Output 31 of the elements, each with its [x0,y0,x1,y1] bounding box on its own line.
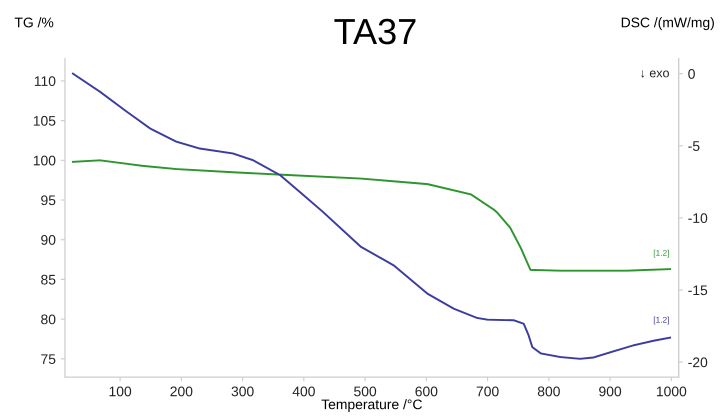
y2-tick-label: 0 [688,68,695,79]
y-tick-label: 95 [41,195,56,206]
y-tick-label: 80 [41,314,56,324]
x-tick-label: 900 [599,386,622,396]
x-tick-label: 1000 [656,386,686,396]
y-tick-label: 105 [34,116,56,126]
x-tick-label: 400 [292,386,315,396]
x-tick-label: 500 [354,386,376,396]
y2-tick-label: -5 [688,141,700,151]
chart-title: TA37 [334,18,416,44]
y-tick-label: 100 [34,156,56,166]
y-tick-label: 75 [41,354,56,364]
y2-axis-title: DSC /(mW/mg) [622,17,714,30]
y-tick-label: 90 [41,235,56,245]
y2-tick-label: -10 [688,213,708,224]
annotation: [1.2] [654,250,669,258]
x-tick-label: 300 [232,386,254,396]
x-tick-label: 600 [415,386,438,396]
y2-tick-label: -15 [688,285,708,296]
y-tick-label: 110 [34,76,56,86]
annotation: [1.2] [654,316,669,324]
x-tick-label: 100 [110,386,132,396]
x-tick-label: 800 [538,386,560,396]
y2-tick-label: -20 [688,357,708,368]
annotation: ↓ exo [641,70,669,78]
x-tick-label: 700 [476,386,499,396]
line-series [72,159,672,272]
y-axis-title: TG /% [14,17,54,28]
x-axis-title: Temperature /°C [322,399,422,412]
y-tick-label: 85 [41,274,56,285]
x-tick-label: 200 [170,386,192,396]
